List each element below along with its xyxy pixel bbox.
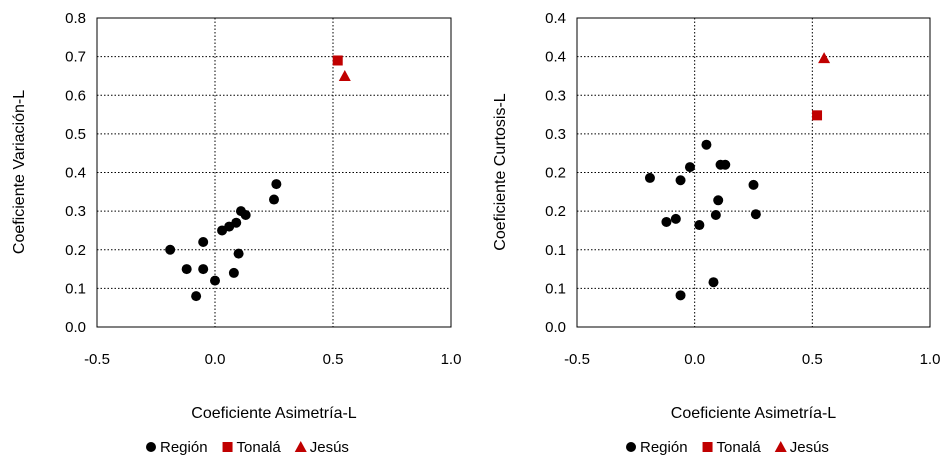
legend-marker (294, 441, 307, 452)
legend-marker (222, 442, 233, 452)
x-tick-label: 0.0 (205, 351, 226, 368)
y-tick-label: 0.1 (545, 280, 566, 297)
y-tick-label: 0.2 (545, 165, 566, 182)
data-point (661, 216, 672, 227)
y-tick-label: 0.6 (65, 87, 86, 104)
x-tick-label: 0.0 (684, 351, 705, 368)
x-tick-label: -0.5 (84, 351, 110, 368)
y-tick-label: 0.3 (65, 203, 86, 220)
data-point (181, 264, 192, 275)
y-tick-label: 0.2 (545, 203, 566, 220)
data-point (748, 179, 759, 190)
data-point (269, 194, 279, 205)
y-tick-label: 0.0 (545, 319, 566, 336)
data-point (713, 195, 724, 206)
y-tick-label: 0.4 (65, 165, 86, 182)
x-axis-title: Coeficiente Asimetría-L (191, 405, 357, 422)
data-point (694, 220, 705, 231)
data-point (720, 159, 731, 170)
y-tick-label: 0.1 (545, 242, 566, 259)
data-point (191, 291, 202, 302)
y-tick-label: 0.1 (65, 280, 86, 297)
data-point (818, 52, 831, 64)
y-tick-label: 0.4 (545, 49, 566, 66)
x-tick-label: 0.5 (802, 351, 823, 368)
legend-label: Región (640, 439, 688, 456)
data-point (228, 267, 239, 278)
y-tick-label: 0.5 (65, 126, 86, 143)
y-tick-label: 0.7 (65, 49, 86, 66)
legend-label: Región (160, 439, 208, 456)
data-point (708, 277, 719, 288)
legend-marker (702, 442, 713, 452)
plot-frame (96, 17, 452, 328)
plot-frame (576, 17, 931, 328)
series-jesús (338, 69, 351, 81)
data-point (701, 139, 712, 150)
legend: Región Tonalá Jesús (146, 439, 349, 456)
x-tick-label: 1.0 (441, 351, 462, 368)
legend-label: Jesús (790, 439, 829, 456)
x-tick-label: -0.5 (564, 351, 590, 368)
series-región (165, 179, 282, 302)
y-tick-label: 0.4 (545, 10, 566, 27)
legend: Región Tonalá Jesús (626, 439, 829, 456)
legend-label: Tonalá (717, 439, 762, 456)
y-axis-title: Coeficiente Variación-L (11, 90, 28, 254)
legend-label: Jesús (310, 439, 349, 456)
series-jesús (818, 52, 831, 64)
data-point (332, 55, 343, 66)
data-point (233, 248, 244, 259)
data-point (165, 244, 176, 255)
y-tick-label: 0.2 (65, 242, 86, 259)
chart-coef-curtosis: 0.0 0.1 0.1 0.2 0.2 0.3 0.3 0.4 0.4 -0.5 0.0 0.5 1.0… (492, 10, 940, 456)
legend-marker (146, 442, 156, 452)
x-axis-title: Coeficiente Asimetría-L (671, 405, 837, 422)
series-tonalá (332, 55, 343, 66)
series-región (644, 139, 761, 301)
legend-label: Tonalá (237, 439, 282, 456)
data-point (644, 172, 655, 183)
y-tick-label: 0.0 (65, 319, 86, 336)
y-tick-label: 0.3 (545, 87, 566, 104)
chart-coef-variacion: 0.0 0.1 0.2 0.3 0.4 0.5 0.6 0.7 0.8 -0.5 0.0 0.5 1.0… (11, 10, 461, 456)
data-point (210, 275, 220, 286)
data-point (231, 217, 242, 228)
data-point (675, 290, 686, 301)
data-point (675, 175, 686, 186)
y-axis-title: Coeficiente Curtosis-L (492, 93, 509, 251)
series-tonalá (812, 110, 823, 121)
y-tick-label: 0.8 (65, 10, 86, 27)
data-point (271, 179, 282, 190)
data-point (198, 237, 209, 248)
data-point (812, 110, 823, 121)
legend-marker (774, 441, 787, 452)
x-tick-label: 0.5 (323, 351, 344, 368)
data-point (710, 209, 721, 220)
data-point (240, 209, 251, 220)
x-tick-label: 1.0 (920, 351, 941, 368)
data-point (338, 69, 351, 81)
y-tick-label: 0.3 (545, 126, 566, 143)
data-point (670, 213, 681, 224)
data-point (750, 209, 761, 220)
data-point (198, 264, 209, 275)
data-point (684, 162, 695, 173)
legend-marker (626, 442, 636, 452)
